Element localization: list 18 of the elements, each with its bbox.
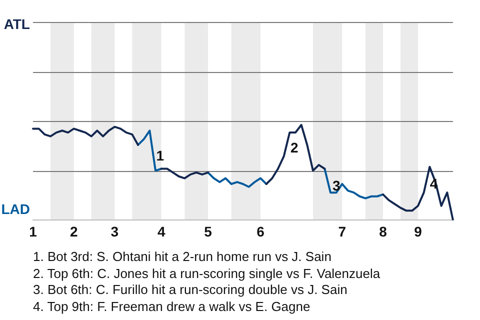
x-tick-label: 4 — [157, 223, 166, 240]
x-tick-label: 1 — [29, 223, 38, 240]
text: 3. Bot 6th: C. Furillo hit a run-scoring double vs J. Sain — [33, 282, 348, 298]
text: ATL — [4, 16, 30, 32]
text: LAD — [1, 201, 30, 218]
annotation: 1 — [156, 148, 164, 164]
x-tick-label: 8 — [379, 223, 388, 240]
text: 1. Bot 3rd: S. Ohtani hit a 2-run home run vs J. Sain — [33, 249, 332, 266]
x-tick-label: 6 — [256, 223, 265, 240]
annotation: 2 — [290, 140, 298, 156]
x-tick-label: 7 — [338, 223, 346, 240]
x-tick-label: 3 — [110, 223, 119, 240]
x-tick-label: 2 — [70, 223, 78, 240]
x-tick-label: 5 — [204, 223, 212, 240]
text: 4. Top 9th: F. Freeman drew a walk vs E. Gagne — [33, 298, 312, 315]
text: 2. Top 6th: C. Jones hit a run-scoring single vs F. Valenzuela — [33, 266, 382, 282]
annotation: 3 — [332, 177, 340, 194]
x-tick-label: 9 — [414, 223, 422, 240]
